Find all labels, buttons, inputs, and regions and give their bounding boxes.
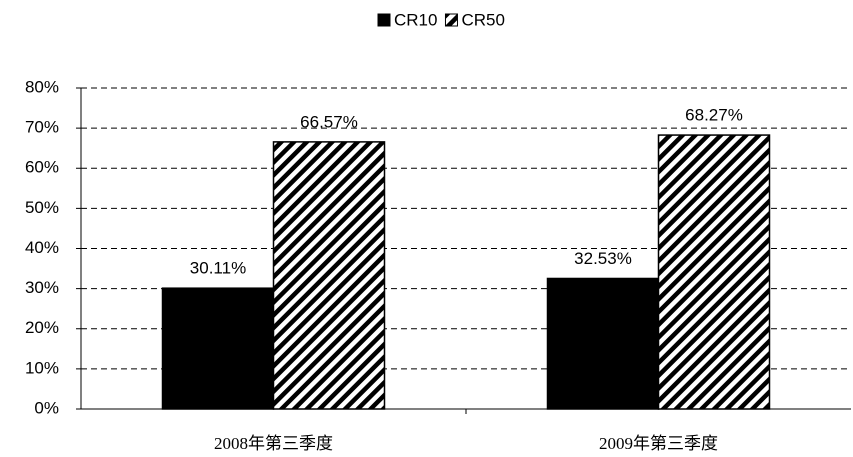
x-tick-label: 2008年第三季度 [214, 434, 333, 453]
bar [546, 277, 660, 410]
y-tick-label: 50% [25, 198, 59, 217]
value-label: 32.53% [574, 249, 632, 268]
value-label: 68.27% [685, 106, 743, 125]
y-tick-label: 10% [25, 358, 59, 377]
y-tick-label: 0% [34, 398, 59, 417]
x-tick-label: 2009年第三季度 [599, 434, 718, 453]
bar [161, 287, 275, 410]
legend-swatch [377, 13, 391, 27]
y-tick-label: 60% [25, 158, 59, 177]
legend-label: CR10 [394, 10, 437, 29]
y-tick-label: 70% [25, 118, 59, 137]
value-label: 30.11% [190, 259, 246, 278]
bar [657, 134, 771, 410]
y-tick-label: 30% [25, 278, 59, 297]
y-tick-label: 20% [25, 318, 59, 337]
legend-swatch [444, 13, 458, 27]
y-tick-label: 80% [25, 77, 59, 96]
y-tick-label: 40% [25, 238, 59, 257]
value-label: 66.57% [300, 112, 358, 131]
bar [272, 141, 386, 410]
legend-label: CR50 [461, 10, 504, 29]
